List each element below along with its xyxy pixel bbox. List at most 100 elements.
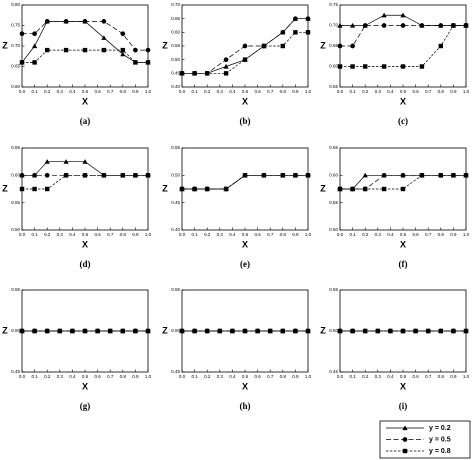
marker [305,328,311,334]
x-tick-label: 0.6 [254,232,261,237]
marker [337,22,343,28]
series-line [182,174,308,190]
y-tick-label: 0.55 [11,287,20,292]
y-tick-label: 0.80 [11,2,20,7]
marker [350,43,355,49]
x-axis-label: X [400,239,406,249]
y-axis-label: Z [162,183,168,193]
legend-label: y = 0.2 [429,425,451,432]
marker [438,173,444,178]
x-axis-label: X [400,381,406,391]
marker [223,57,229,63]
marker [82,19,88,24]
x-tick-label: 0.0 [19,374,26,379]
marker [400,12,406,18]
x-tick-label: 0.1 [191,232,198,237]
series-line [22,21,148,51]
x-tick-label: 1.0 [463,232,470,237]
legend-label: y = 0.5 [429,436,451,443]
y-tick-label: 0.45 [11,369,20,374]
marker [145,60,151,65]
x-tick-label: 0.4 [69,89,76,94]
y-axis-label: Z [162,40,168,50]
x-tick-label: 0.6 [254,89,261,94]
x-tick-label: 0.1 [31,374,38,379]
x-tick-label: 0.3 [57,374,64,379]
x-tick-label: 0.5 [82,89,89,94]
y-tick-label: 0.45 [171,71,180,76]
x-tick-label: 0.1 [349,89,356,94]
marker [32,43,38,49]
y-tick-label: 0.75 [329,2,338,7]
marker [305,30,311,35]
x-tick-label: 0.8 [438,232,445,237]
marker [107,328,113,334]
marker [350,22,356,28]
x-tick-label: 0.0 [337,232,344,237]
marker [400,64,406,69]
series-line [22,174,148,190]
x-tick-label: 0.5 [400,89,407,94]
marker [82,173,88,178]
x-tick-label: 0.3 [375,374,382,379]
y-tick-label: 0.55 [171,43,180,48]
marker [362,23,368,28]
x-tick-label: 0.2 [362,89,369,94]
marker [44,172,50,178]
y-axis-label: Z [2,40,8,50]
x-tick-label: 0.7 [107,232,114,237]
marker [305,173,311,178]
y-tick-label: 0.55 [171,145,180,150]
x-tick-label: 0.4 [387,374,394,379]
x-axis-label: X [82,239,88,249]
marker [337,328,343,334]
marker [217,328,223,334]
x-tick-label: 0.6 [412,232,419,237]
marker [179,186,185,192]
x-tick-label: 1.0 [145,374,152,379]
marker [120,51,126,57]
y-tick-label: 0.65 [329,43,338,48]
marker [192,328,197,334]
marker [419,23,425,28]
marker [293,173,298,178]
series-line [340,174,466,190]
x-tick-label: 1.0 [305,89,312,94]
x-tick-label: 0.3 [57,232,64,237]
marker [375,328,381,334]
x-tick-label: 0.6 [412,374,419,379]
x-tick-label: 0.4 [69,232,76,237]
marker [44,328,50,334]
marker [120,173,126,178]
x-tick-label: 0.9 [132,89,139,94]
x-tick-label: 0.3 [57,89,64,94]
x-tick-label: 0.2 [204,374,211,379]
marker [451,328,456,334]
marker [101,173,107,178]
marker [44,159,50,164]
marker [381,12,387,18]
marker [44,186,50,192]
x-tick-label: 0.0 [179,232,186,237]
y-tick-label: 0.55 [11,200,20,205]
x-tick-label: 0.9 [292,374,299,379]
marker [362,186,368,192]
x-tick-label: 0.5 [242,232,249,237]
x-tick-label: 0.5 [400,374,407,379]
marker [223,71,229,76]
x-tick-label: 0.4 [229,232,236,237]
marker [451,173,456,178]
y-tick-label: 0.70 [329,23,338,28]
x-tick-label: 0.9 [450,89,457,94]
marker [133,60,138,65]
x-tick-label: 0.9 [292,89,299,94]
marker [204,71,210,76]
y-tick-label: 0.55 [329,200,338,205]
y-axis-label: Z [320,325,326,335]
marker [362,172,368,178]
x-tick-label: 0.0 [179,89,186,94]
x-tick-label: 0.5 [400,232,407,237]
panel-caption: (b) [240,116,251,126]
y-tick-label: 0.45 [171,200,180,205]
